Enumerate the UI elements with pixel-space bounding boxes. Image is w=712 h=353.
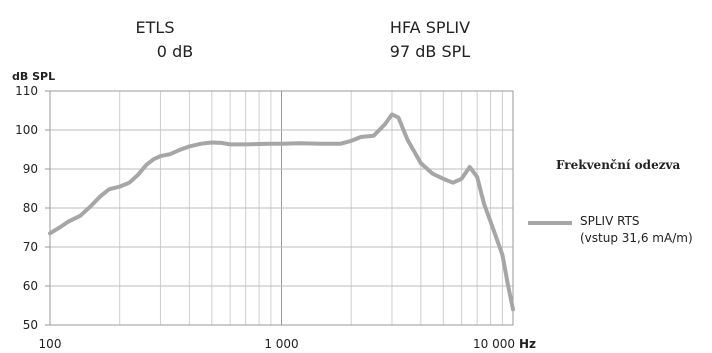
y-axis-unit-label: dB SPL: [12, 70, 55, 83]
x-axis-unit-label: Hz: [519, 337, 536, 351]
y-tick-label: 60: [23, 279, 38, 293]
legend-swatch: [528, 221, 572, 225]
header-right-value: 97 dB SPL: [389, 42, 471, 61]
x-ticks: 100 1 000 10 000: [39, 337, 515, 351]
grid: [50, 91, 513, 325]
y-tick-label: 100: [15, 123, 38, 137]
chart-side-title: Frekvenční odezva: [556, 158, 681, 172]
y-tick-label: 90: [23, 162, 38, 176]
header-left-value: 0 dB: [156, 42, 194, 61]
x-tick-label: 1 000: [264, 337, 298, 351]
y-ticks: 50 60 70 80 90 100 110: [15, 84, 50, 332]
header-left-title: ETLS: [135, 18, 175, 37]
legend-series-note: (vstup 31,6 mA/m): [580, 231, 693, 245]
y-tick-label: 80: [23, 201, 38, 215]
x-tick-label: 100: [39, 337, 62, 351]
header-right-title: HFA SPLIV: [389, 18, 471, 37]
legend-series-name: SPLIV RTS: [580, 214, 640, 228]
x-tick-label: 10 000: [473, 337, 515, 351]
y-tick-label: 50: [23, 318, 38, 332]
series-line-spliv-rts: [48, 112, 515, 312]
y-tick-label: 110: [15, 84, 38, 98]
y-tick-label: 70: [23, 240, 38, 254]
